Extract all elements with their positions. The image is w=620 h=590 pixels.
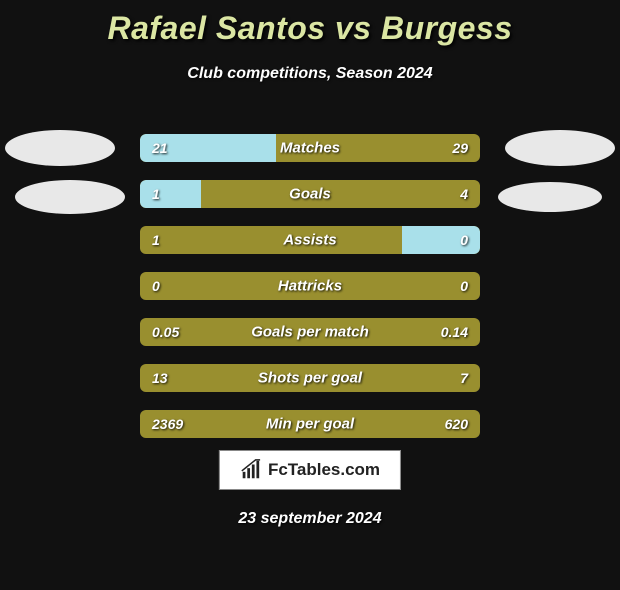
stat-label: Hattricks: [140, 278, 480, 295]
stat-row: 0.05Goals per match0.14: [140, 318, 480, 346]
stat-row: 1Goals4: [140, 180, 480, 208]
stat-value-right: 4: [460, 186, 468, 202]
stat-row: 1Assists0: [140, 226, 480, 254]
subtitle: Club competitions, Season 2024: [0, 65, 620, 83]
brand-text: FcTables.com: [268, 460, 380, 480]
stat-row: 13Shots per goal7: [140, 364, 480, 392]
player-left-avatar-body: [15, 180, 125, 214]
stat-value-right: 0.14: [441, 324, 468, 340]
page-title: Rafael Santos vs Burgess: [0, 10, 620, 47]
stat-label: Shots per goal: [140, 370, 480, 387]
stat-value-right: 29: [452, 140, 468, 156]
stat-label: Min per goal: [140, 416, 480, 433]
comparison-bars: 21Matches291Goals41Assists00Hattricks00.…: [140, 134, 480, 456]
stat-label: Assists: [140, 232, 480, 249]
brand-chart-icon: [240, 459, 262, 481]
stat-value-right: 620: [445, 416, 468, 432]
stat-label: Matches: [140, 140, 480, 157]
player-left-avatar-head: [5, 130, 115, 166]
stat-row: 2369Min per goal620: [140, 410, 480, 438]
stat-row: 0Hattricks0: [140, 272, 480, 300]
stat-value-right: 7: [460, 370, 468, 386]
date-text: 23 september 2024: [0, 510, 620, 528]
stat-row: 21Matches29: [140, 134, 480, 162]
player-right-avatar-head: [505, 130, 615, 166]
brand-box: FcTables.com: [219, 450, 401, 490]
stat-label: Goals per match: [140, 324, 480, 341]
player-right-avatar-body: [498, 182, 602, 212]
stat-value-right: 0: [460, 278, 468, 294]
stat-label: Goals: [140, 186, 480, 203]
stat-value-right: 0: [460, 232, 468, 248]
